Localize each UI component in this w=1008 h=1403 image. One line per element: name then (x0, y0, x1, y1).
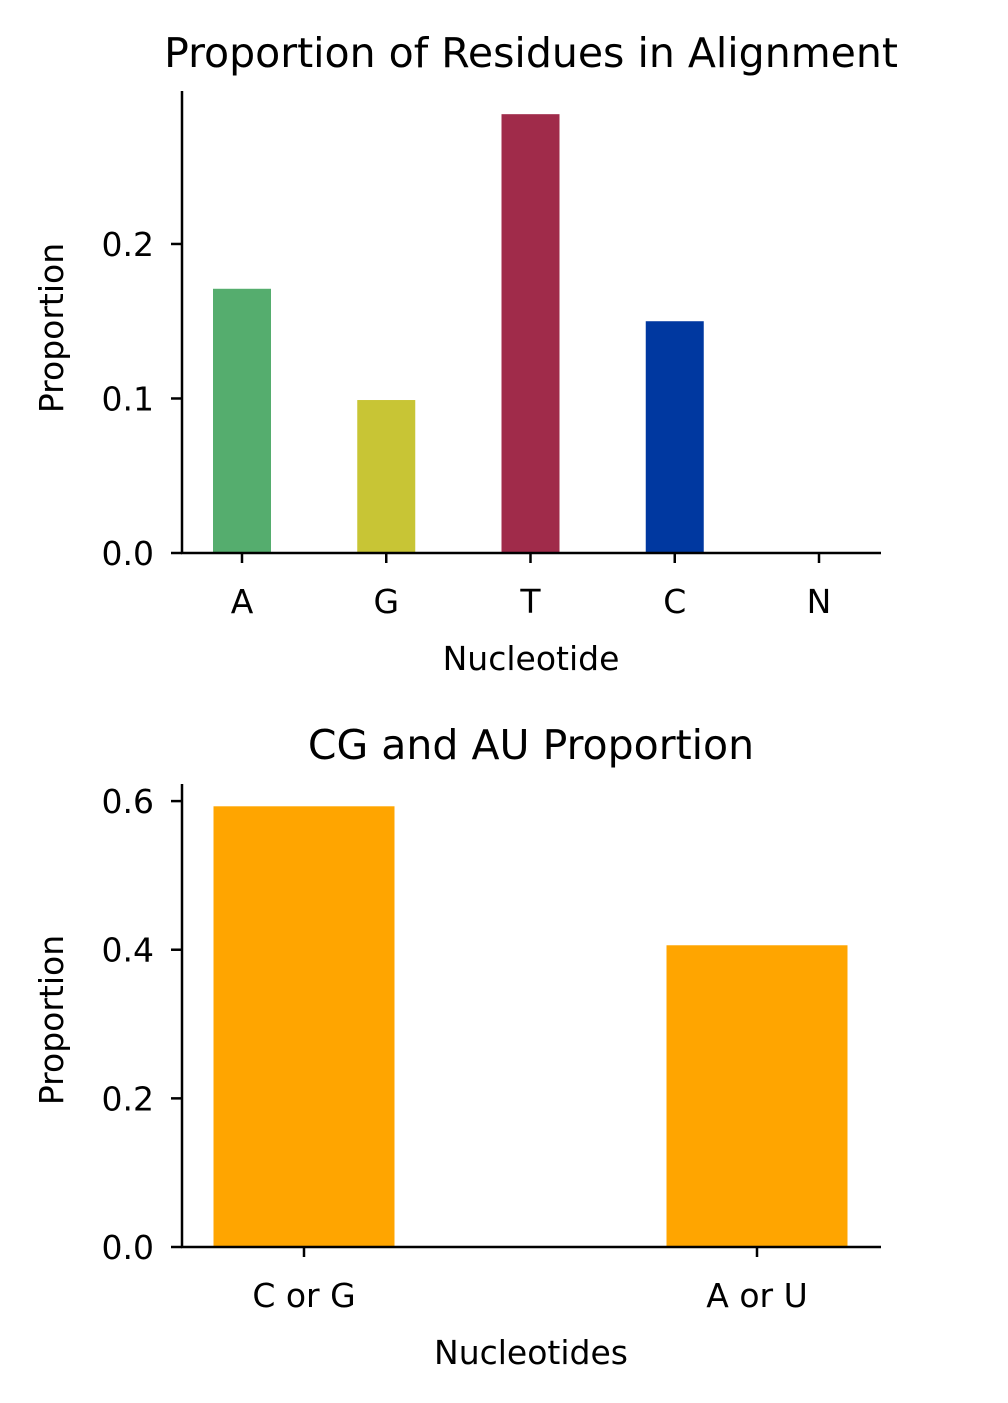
x-tick-label: C or G (252, 1276, 355, 1315)
x-tick-label: G (373, 582, 399, 621)
bars (213, 806, 848, 1247)
y-axis-label: Proportion (32, 243, 71, 413)
y-tick-label: 0.4 (102, 931, 154, 970)
y-ticks: 0.0 0.1 0.2 (102, 225, 182, 573)
y-tick-label: 0.6 (102, 782, 154, 821)
x-tick-label: A (231, 582, 254, 621)
x-tick-label: A or U (706, 1276, 807, 1315)
bars (213, 114, 704, 554)
x-tick-label: C (663, 582, 686, 621)
bar-c (645, 321, 704, 553)
y-tick-label: 0.1 (102, 379, 154, 418)
bar-t (501, 114, 560, 554)
residues-chart: Proportion of Residues in Alignment Prop… (32, 29, 898, 678)
bar-g (357, 400, 416, 553)
bar-c-or-g (213, 806, 395, 1247)
y-tick-label: 0.0 (102, 534, 154, 573)
y-tick-label: 0.0 (102, 1228, 154, 1267)
y-ticks: 0.0 0.2 0.4 0.6 (102, 782, 182, 1267)
y-tick-label: 0.2 (102, 225, 154, 264)
y-axis-label: Proportion (32, 935, 71, 1105)
x-axis-label: Nucleotide (443, 639, 620, 678)
bar-a-or-u (666, 945, 848, 1247)
chart-title: CG and AU Proportion (308, 721, 754, 769)
bar-a (213, 288, 271, 553)
y-tick-label: 0.2 (102, 1079, 154, 1118)
x-tick-label: T (519, 582, 541, 621)
chart-title: Proportion of Residues in Alignment (164, 29, 898, 77)
x-axis-label: Nucleotides (434, 1333, 628, 1372)
x-tick-label: N (807, 582, 832, 621)
x-ticks: C or G A or U (252, 1247, 808, 1315)
cg-au-chart: CG and AU Proportion Proportion Nucleoti… (32, 721, 881, 1372)
